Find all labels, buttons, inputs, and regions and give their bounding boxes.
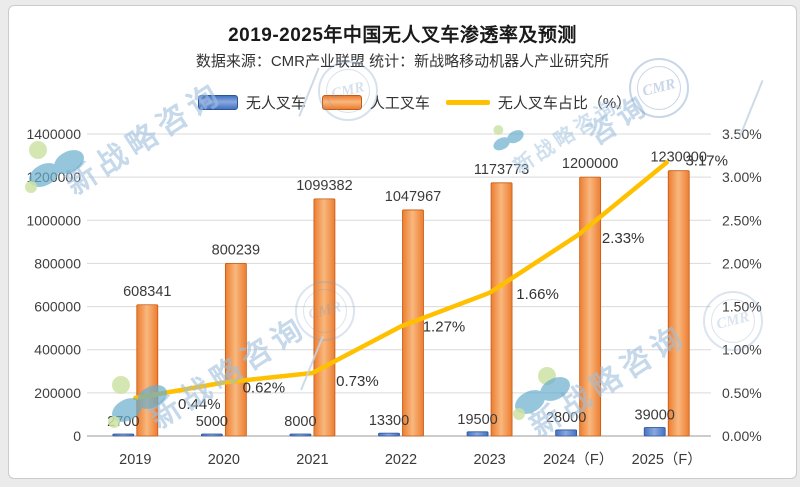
legend-item-manual-forklift-agv: 无人叉车: [197, 92, 306, 113]
manual-forklift-bar: [579, 176, 602, 437]
x-axis-label: 2022: [385, 452, 417, 468]
agv-forklift-bar: [643, 427, 666, 437]
y-axis-tick-label: 800000: [34, 255, 81, 271]
agv-forklift-value-label: 8000: [284, 414, 316, 430]
penetration-rate-label: 2.33%: [602, 230, 645, 247]
agv-forklift-bar: [378, 432, 400, 437]
agv-forklift-bar: [200, 433, 223, 437]
penetration-rate-label: 0.62%: [243, 380, 286, 397]
manual-forklift-value-label: 1099382: [296, 178, 352, 194]
secondary-y-axis-tick-label: 3.00%: [722, 169, 762, 185]
legend-label: 无人叉车: [245, 95, 306, 112]
gridlines: 0 0.00% 200000 0.50% 400000 1.00% 600000 1.50% 8…: [26, 126, 761, 444]
secondary-y-axis-tick-label: 1.00%: [722, 342, 762, 358]
manual-forklift-value-label: 800239: [212, 242, 260, 258]
agv-forklift-value-label: 19500: [457, 412, 497, 428]
penetration-rate-label: 1.27%: [423, 318, 466, 335]
secondary-y-axis-tick-label: 3.50%: [722, 126, 762, 142]
legend-label: 人工叉车: [369, 95, 430, 112]
y-axis-tick-label: 1200000: [26, 169, 81, 185]
legend-label: 无人叉车占比（%）: [497, 95, 632, 112]
manual-forklift-value-label: 608341: [123, 284, 171, 300]
y-axis-tick-label: 400000: [34, 342, 81, 358]
x-axis-label: 2023: [473, 452, 505, 468]
agv-forklift-value-label: 39000: [635, 408, 675, 424]
legend-item-manual-forklift: 人工叉车: [321, 92, 430, 113]
chart-frame: 0 0.00% 200000 0.50% 400000 1.00% 600000 1.50% 8…: [8, 5, 797, 479]
agv-forklift-value-label: 28000: [546, 410, 586, 426]
legend-item-penetration-rate: 无人叉车占比（%）: [445, 92, 632, 113]
agv-forklift-bar: [112, 433, 135, 437]
penetration-rate-label: 0.44%: [178, 396, 221, 413]
agv-forklift-bar: [289, 433, 312, 437]
manual-forklift-bar: [667, 170, 690, 437]
secondary-y-axis-tick-label: 0.00%: [722, 428, 762, 444]
manual-forklift-bar: [313, 198, 336, 437]
secondary-y-axis-tick-label: 0.50%: [722, 385, 762, 401]
blue-bar-swatch-icon: [197, 95, 238, 110]
manual-forklift-bar: [224, 262, 247, 437]
agv-forklift-value-label: 2700: [107, 414, 139, 430]
x-axis-label: 2024（F）: [543, 451, 613, 468]
x-axis-label: 2021: [296, 452, 328, 468]
y-axis-tick-label: 200000: [34, 385, 81, 401]
chart-plot: 0 0.00% 200000 0.50% 400000 1.00% 600000 1.50% 8…: [26, 126, 761, 468]
x-axis-labels: 2019 2020 2021 2022 2023 2024（F） 2025（F）: [119, 451, 702, 468]
penetration-rate-label: 1.66%: [516, 286, 559, 303]
agv-forklift-value-label: 13300: [369, 413, 409, 429]
penetration-rate-label: 0.73%: [336, 373, 379, 390]
bar-series: 608341 2700 800239 5000 1099382 8000 1047967 13…: [107, 150, 707, 437]
y-axis-tick-label: 0: [73, 428, 81, 444]
line-labels: 0.44% 0.62% 0.73% 1.27% 1.66% 2.33% 3.17%: [178, 152, 728, 413]
y-axis-tick-label: 1400000: [26, 126, 81, 142]
manual-forklift-value-label: 1173773: [474, 162, 529, 178]
agv-forklift-bar: [555, 429, 578, 437]
secondary-y-axis-tick-label: 2.00%: [722, 255, 762, 271]
x-axis-label: 2020: [208, 452, 240, 468]
penetration-rate-line: [133, 160, 669, 401]
manual-forklift-value-label: 1200000: [562, 156, 618, 172]
orange-bar-swatch-icon: [321, 95, 362, 110]
x-axis-label: 2019: [119, 452, 151, 468]
x-axis-label: 2025（F）: [632, 451, 702, 468]
y-axis-tick-label: 600000: [34, 299, 81, 315]
chart-subtitle: 数据来源：CMR产业联盟 统计：新战略移动机器人产业研究所: [195, 53, 610, 70]
secondary-y-axis-tick-label: 2.50%: [722, 212, 762, 228]
chart-title: 2019-2025年中国无人叉车渗透率及预测: [228, 25, 577, 46]
secondary-y-axis-tick-label: 1.50%: [722, 299, 762, 315]
yellow-line-swatch-icon: [445, 100, 490, 105]
agv-forklift-bar: [466, 431, 489, 437]
y-axis-tick-label: 1000000: [26, 212, 81, 228]
penetration-rate-label: 3.17%: [685, 152, 728, 169]
manual-forklift-bar: [490, 182, 513, 437]
manual-forklift-value-label: 1047967: [385, 189, 441, 205]
chart-legend: 无人叉车 人工叉车 无人叉车占比（%）: [21, 92, 796, 113]
manual-forklift-bar: [136, 304, 159, 437]
agv-forklift-value-label: 5000: [196, 414, 228, 430]
